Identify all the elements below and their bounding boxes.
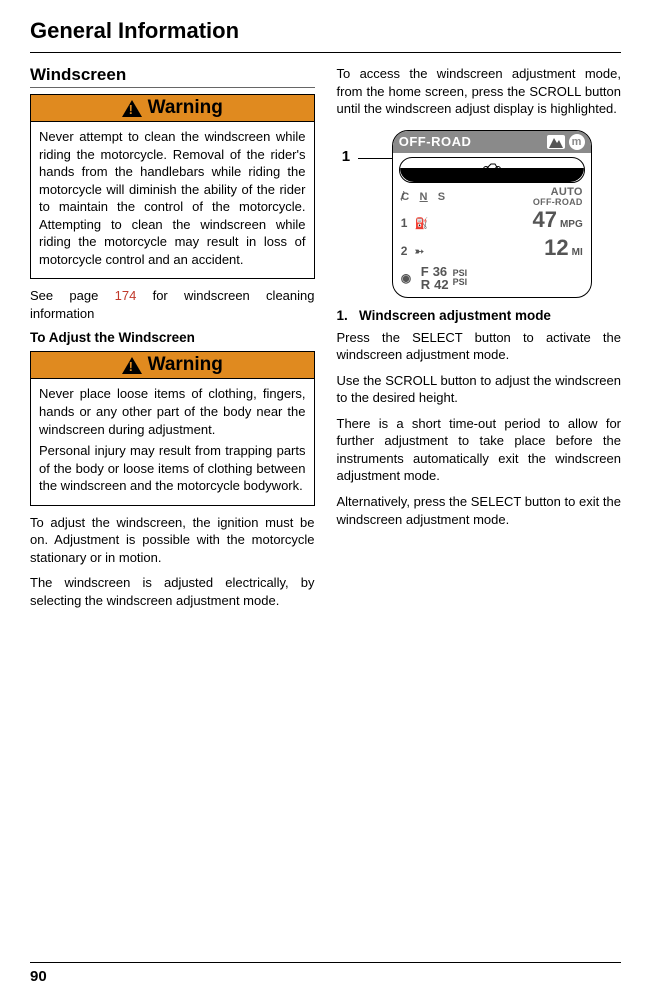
suspension-row: ⦚ C N S AUTO OFF-ROAD — [393, 187, 591, 207]
tire-r-value: 42 — [434, 278, 448, 291]
figure-caption: 1. Windscreen adjustment mode — [337, 308, 622, 323]
right-intro: To access the windscreen adjustment mode… — [337, 65, 622, 118]
section-title-windscreen: Windscreen — [30, 65, 315, 88]
panel-top-bar: OFF-ROAD m — [393, 131, 591, 153]
left-para-1: To adjust the windscreen, the ignition m… — [30, 514, 315, 567]
right-p1: Press the SELECT button to activate the … — [337, 329, 622, 364]
right-p3: There is a short time-out period to allo… — [337, 415, 622, 485]
tire-icon: ◉ — [401, 271, 421, 285]
tire-f-value: 36 — [433, 265, 447, 278]
callout-number: 1 — [342, 148, 350, 165]
warning-header-2: Warning — [31, 352, 314, 379]
subhead-adjust: To Adjust the Windscreen — [30, 330, 315, 345]
warning-triangle-icon — [122, 100, 142, 117]
warning1-text: Never attempt to clean the windscreen wh… — [39, 128, 306, 268]
auto-label-stack: AUTO OFF-ROAD — [533, 188, 583, 206]
left-para-2: The windscreen is adjusted electrically,… — [30, 574, 315, 609]
warning2-text-p2: Personal injury may result from trapping… — [39, 442, 306, 495]
windscreen-indicator — [399, 157, 585, 183]
warning-label-1: Warning — [148, 97, 223, 119]
cns-s: S — [438, 191, 446, 203]
right-p4: Alternatively, press the SELECT button t… — [337, 493, 622, 528]
mode-label: OFF-ROAD — [399, 134, 543, 149]
warning-box-2: Warning Never place loose items of cloth… — [30, 351, 315, 505]
mi-unit: MI — [572, 247, 583, 258]
title-rule — [30, 52, 621, 53]
left-column: Windscreen Warning Never attempt to clea… — [30, 65, 315, 617]
right-column: To access the windscreen adjustment mode… — [337, 65, 622, 617]
mpg-unit: MPG — [560, 219, 583, 230]
psi-label-2: PSI — [453, 278, 468, 287]
auto-sub-label: OFF-ROAD — [533, 198, 583, 206]
mi-value: 12 — [433, 235, 572, 261]
right-p2: Use the SCROLL button to adjust the wind… — [337, 372, 622, 407]
content-columns: Windscreen Warning Never attempt to clea… — [30, 65, 621, 617]
warning-header-1: Warning — [31, 95, 314, 122]
tire-pressure-row: ◉ F 36 R 42 PSI PSI — [393, 263, 591, 297]
instrument-panel: OFF-ROAD m ⦚ C N — [392, 130, 592, 298]
warning-body-2: Never place loose items of clothing, fin… — [31, 379, 314, 504]
see-page-text: See page 174 for windscreen cleaning inf… — [30, 287, 315, 322]
footer-rule — [30, 962, 621, 963]
warning-body-1: Never attempt to clean the windscreen wh… — [31, 122, 314, 278]
page-link-174[interactable]: 174 — [115, 288, 137, 303]
warning-label-2: Warning — [148, 354, 223, 376]
row2-index: 2 — [401, 244, 415, 258]
caption-num: 1. — [337, 308, 348, 323]
range-arrow-icon: ➳ — [415, 245, 433, 258]
mi-row: 2 ➳ 12 MI — [393, 235, 591, 263]
mpg-value: 47 — [433, 207, 560, 233]
row1-index: 1 — [401, 216, 415, 230]
windscreen-fill — [400, 168, 584, 182]
tire-r-label: R — [421, 278, 430, 291]
tire-f-label: F — [421, 265, 429, 278]
cns-indicators: C N S — [401, 191, 445, 203]
caption-text: Windscreen adjustment mode — [359, 308, 551, 323]
see-pre: See page — [30, 288, 98, 303]
tire-values: F 36 R 42 — [421, 265, 449, 291]
fuel-icon: ⛽ — [415, 217, 433, 230]
page-title: General Information — [30, 18, 621, 44]
cns-n: N — [420, 191, 428, 203]
page-number: 90 — [30, 968, 47, 985]
tire-units: PSI PSI — [453, 269, 468, 287]
warning2-text-p1: Never place loose items of clothing, fin… — [39, 385, 306, 438]
mpg-row: 1 ⛽ 47 MPG — [393, 207, 591, 235]
mountain-icon — [547, 135, 565, 149]
warning-triangle-icon — [122, 357, 142, 374]
m-circle-icon: m — [569, 134, 585, 150]
warning-box-1: Warning Never attempt to clean the winds… — [30, 94, 315, 279]
callout-leader-line — [358, 158, 392, 159]
instrument-figure: 1 OFF-ROAD m ⦚ — [364, 130, 594, 298]
